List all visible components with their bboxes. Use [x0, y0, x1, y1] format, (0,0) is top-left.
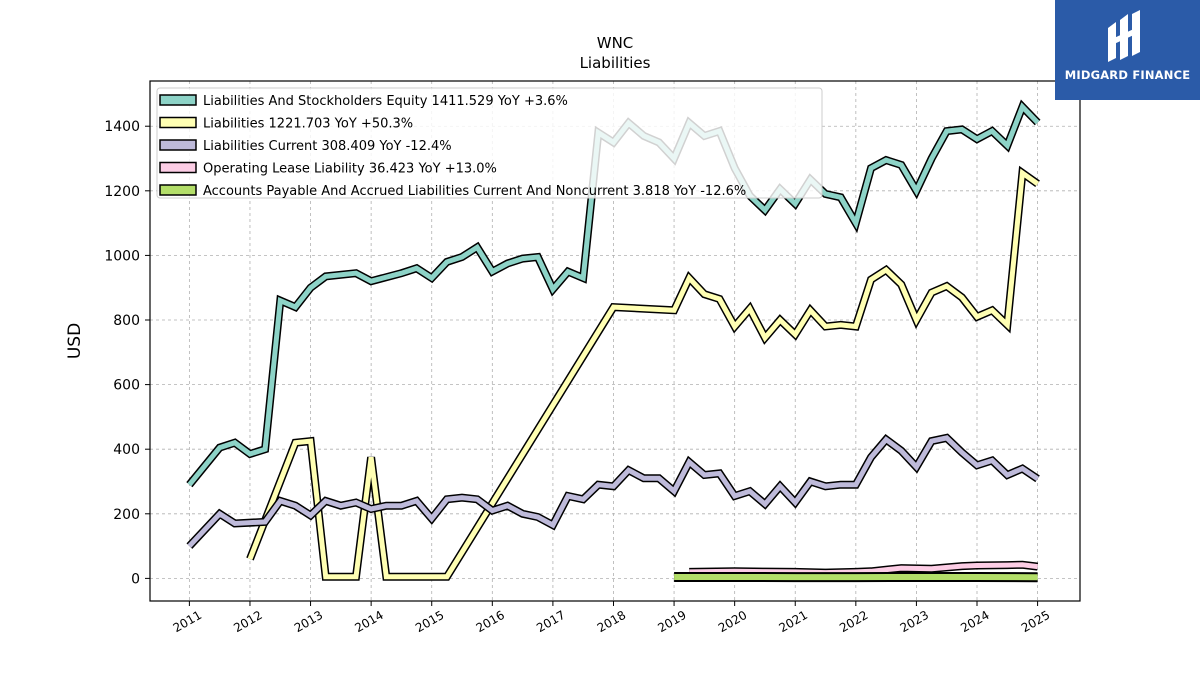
y-tick-label: 1200 — [104, 184, 140, 200]
y-tick-label: 800 — [113, 313, 140, 329]
series-line — [247, 168, 1040, 580]
y-tick-label: 200 — [113, 507, 140, 523]
legend-swatch — [159, 116, 197, 129]
series-line — [689, 562, 1038, 576]
y-tick-label: 1400 — [104, 119, 140, 135]
x-tick-label: 2011 — [171, 608, 204, 635]
x-tick-label: 2021 — [777, 608, 810, 635]
logo-mark-icon — [1108, 10, 1140, 62]
x-tick-label: 2019 — [655, 608, 688, 635]
x-tick-label: 2013 — [292, 608, 325, 635]
x-tick-label: 2012 — [231, 608, 264, 635]
x-tick-label: 2017 — [534, 608, 567, 635]
y-tick-label: 1000 — [104, 248, 140, 264]
chart-title: WNC — [597, 34, 634, 52]
x-tick-label: 2023 — [898, 608, 931, 635]
legend-label: Operating Lease Liability 36.423 YoY +13… — [203, 162, 497, 177]
x-tick-label: 2016 — [474, 608, 507, 635]
x-tick-label: 2024 — [958, 608, 991, 635]
y-axis-label: USD — [65, 323, 85, 359]
chart-subtitle: Liabilities — [580, 54, 651, 72]
x-tick-label: 2014 — [352, 608, 385, 635]
logo-text: MIDGARD FINANCE — [1064, 68, 1191, 82]
legend-label: Liabilities And Stockholders Equity 1411… — [203, 94, 568, 109]
y-tick-label: 600 — [113, 378, 140, 394]
legend-swatch — [159, 184, 197, 196]
legend-swatch — [159, 94, 197, 106]
plot-frame — [149, 80, 1081, 602]
x-tick-label: 2022 — [837, 608, 870, 635]
x-tick-label: 2015 — [413, 608, 446, 635]
series-outline — [246, 165, 1040, 581]
legend-label: Accounts Payable And Accrued Liabilities… — [203, 184, 746, 199]
x-tick-label: 2025 — [1019, 608, 1052, 635]
legend: Liabilities And Stockholders Equity 1411… — [156, 87, 823, 199]
x-tick-label: 2020 — [716, 608, 749, 635]
legend-box — [156, 87, 823, 199]
legend-swatch — [159, 161, 197, 174]
series-line — [187, 435, 1039, 548]
legend-swatch — [159, 139, 197, 151]
y-tick-label: 0 — [131, 571, 140, 587]
midgard-finance-logo: MIDGARD FINANCE — [1055, 0, 1200, 100]
legend-label: Liabilities 1221.703 YoY +50.3% — [203, 117, 413, 132]
y-tick-label: 400 — [113, 442, 140, 458]
legend-label: Liabilities Current 308.409 YoY -12.4% — [203, 139, 452, 154]
x-tick-label: 2018 — [595, 608, 628, 635]
